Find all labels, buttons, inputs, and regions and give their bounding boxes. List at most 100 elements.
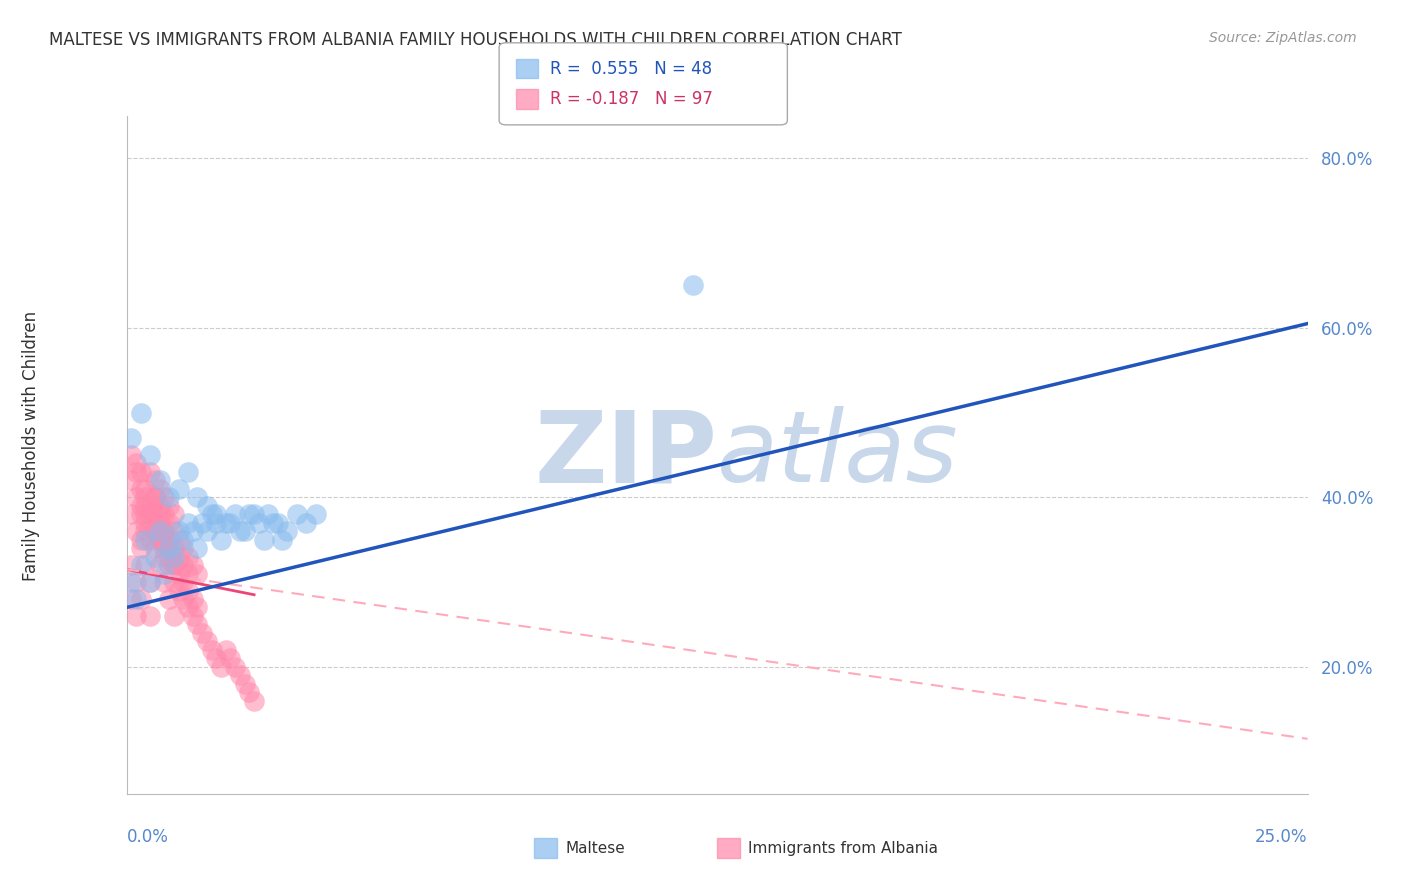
- Point: [134, 499, 156, 513]
- Point: [143, 490, 166, 504]
- Point: [153, 524, 176, 539]
- Point: [200, 507, 222, 521]
- Point: [149, 533, 172, 547]
- Point: [181, 558, 204, 573]
- Point: [120, 592, 142, 607]
- Point: [129, 507, 152, 521]
- Text: 0.0%: 0.0%: [127, 828, 169, 846]
- Point: [205, 651, 228, 665]
- Point: [163, 524, 186, 539]
- Point: [191, 516, 214, 530]
- Point: [177, 600, 200, 615]
- Point: [177, 465, 200, 479]
- Point: [134, 507, 156, 521]
- Point: [195, 524, 218, 539]
- Point: [134, 533, 156, 547]
- Point: [191, 626, 214, 640]
- Point: [143, 524, 166, 539]
- Point: [149, 516, 172, 530]
- Point: [172, 533, 194, 547]
- Point: [143, 490, 166, 504]
- Point: [304, 507, 326, 521]
- Point: [205, 507, 228, 521]
- Point: [143, 473, 166, 487]
- Point: [163, 558, 186, 573]
- Point: [125, 608, 148, 623]
- Point: [252, 533, 274, 547]
- Point: [238, 685, 260, 699]
- Point: [238, 507, 260, 521]
- Point: [267, 516, 290, 530]
- Point: [177, 549, 200, 564]
- Point: [157, 516, 180, 530]
- Point: [276, 524, 298, 539]
- Point: [139, 448, 162, 462]
- Point: [143, 507, 166, 521]
- Point: [167, 583, 190, 598]
- Point: [153, 566, 176, 581]
- Point: [177, 516, 200, 530]
- Point: [139, 533, 162, 547]
- Point: [125, 465, 148, 479]
- Point: [157, 533, 180, 547]
- Point: [134, 524, 156, 539]
- Point: [219, 516, 242, 530]
- Point: [224, 660, 246, 674]
- Point: [153, 524, 176, 539]
- Point: [257, 507, 280, 521]
- Point: [120, 448, 142, 462]
- Point: [134, 516, 156, 530]
- Point: [134, 482, 156, 496]
- Point: [271, 533, 294, 547]
- Point: [125, 524, 148, 539]
- Point: [181, 592, 204, 607]
- Point: [172, 541, 194, 555]
- Point: [181, 608, 204, 623]
- Point: [163, 558, 186, 573]
- Point: [143, 541, 166, 555]
- Point: [157, 558, 180, 573]
- Point: [153, 549, 176, 564]
- Point: [120, 558, 142, 573]
- Point: [186, 566, 208, 581]
- Text: atlas: atlas: [717, 407, 959, 503]
- Point: [200, 642, 222, 657]
- Point: [682, 278, 704, 293]
- Point: [149, 524, 172, 539]
- Point: [149, 482, 172, 496]
- Point: [163, 541, 186, 555]
- Point: [139, 575, 162, 590]
- Point: [219, 651, 242, 665]
- Point: [172, 558, 194, 573]
- Point: [262, 516, 284, 530]
- Text: MALTESE VS IMMIGRANTS FROM ALBANIA FAMILY HOUSEHOLDS WITH CHILDREN CORRELATION C: MALTESE VS IMMIGRANTS FROM ALBANIA FAMIL…: [49, 31, 903, 49]
- Point: [157, 541, 180, 555]
- Point: [157, 549, 180, 564]
- Point: [157, 490, 180, 504]
- Point: [129, 482, 152, 496]
- Point: [153, 490, 176, 504]
- Point: [134, 490, 156, 504]
- Point: [167, 549, 190, 564]
- Point: [209, 660, 232, 674]
- Point: [209, 533, 232, 547]
- Text: R = -0.187   N = 97: R = -0.187 N = 97: [550, 90, 713, 108]
- Point: [243, 507, 266, 521]
- Point: [129, 592, 152, 607]
- Point: [129, 533, 152, 547]
- Point: [229, 668, 252, 682]
- Point: [163, 608, 186, 623]
- Text: 25.0%: 25.0%: [1256, 828, 1308, 846]
- Point: [149, 533, 172, 547]
- Point: [205, 516, 228, 530]
- Point: [129, 558, 152, 573]
- Text: ZIP: ZIP: [534, 407, 717, 503]
- Point: [233, 676, 256, 690]
- Point: [120, 473, 142, 487]
- Point: [181, 524, 204, 539]
- Point: [186, 600, 208, 615]
- Point: [157, 541, 180, 555]
- Point: [177, 583, 200, 598]
- Point: [167, 566, 190, 581]
- Text: Maltese: Maltese: [565, 841, 624, 855]
